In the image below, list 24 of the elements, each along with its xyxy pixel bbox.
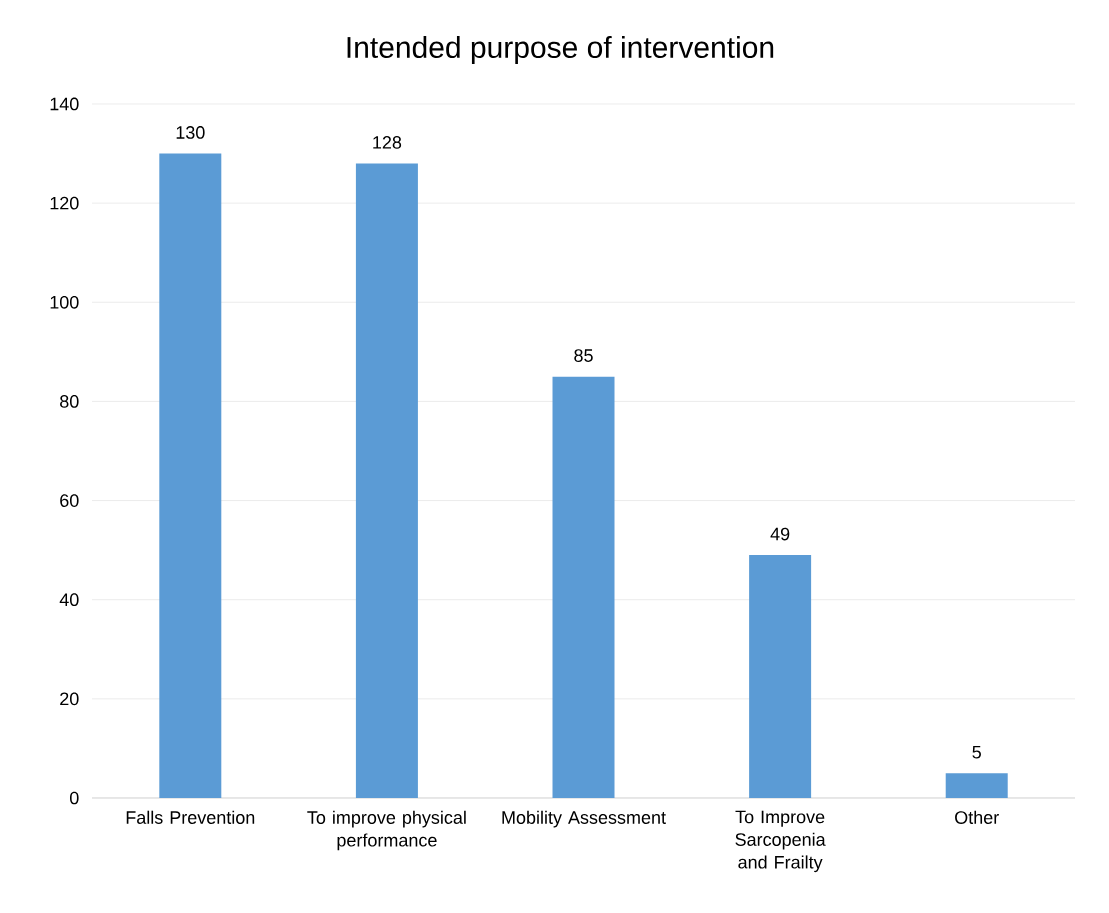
x-tick-label: Other <box>955 810 999 824</box>
bar <box>355 163 418 798</box>
y-tick-label: 80 <box>60 395 79 408</box>
y-tick-label: 20 <box>60 692 79 706</box>
bar <box>749 555 812 798</box>
data-label: 130 <box>176 126 205 139</box>
y-tick-label: 0 <box>70 791 79 805</box>
data-label: 128 <box>373 136 402 149</box>
x-tick-label: Falls Prevention <box>126 810 255 824</box>
y-tick-label: 100 <box>50 295 79 309</box>
x-tick-label: To Improve Sarcopenia and Frailty <box>735 810 826 873</box>
y-tick-label: 140 <box>50 97 79 111</box>
bar <box>945 773 1008 798</box>
x-tick-label: To improve physical performance <box>307 810 466 851</box>
chart-title: Intended purpose of intervention <box>347 35 774 64</box>
bar <box>552 376 615 798</box>
y-tick-label: 60 <box>60 494 79 507</box>
x-tick-label: Mobility Assessment <box>502 810 666 828</box>
data-label: 5 <box>972 745 981 759</box>
bar <box>159 153 222 798</box>
data-label: 85 <box>574 349 593 362</box>
y-tick-label: 40 <box>59 593 79 607</box>
y-tick-label: 120 <box>50 196 79 210</box>
data-label: 49 <box>770 527 790 541</box>
